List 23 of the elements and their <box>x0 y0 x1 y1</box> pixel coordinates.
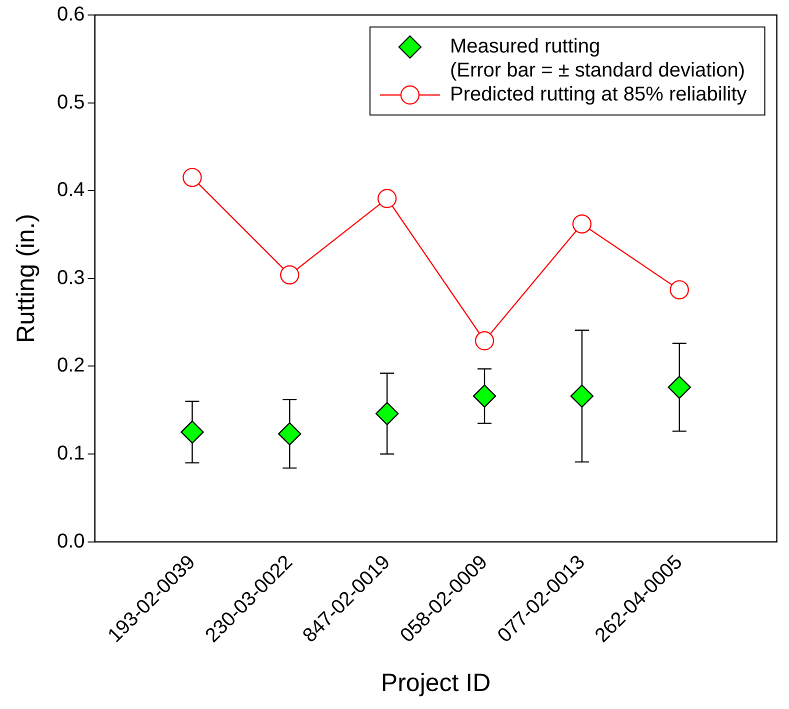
point <box>670 280 689 300</box>
point <box>570 384 594 408</box>
x-axis-title: Project ID <box>380 668 491 697</box>
y-tick-label: 0.1 <box>56 442 85 465</box>
legend-label: Measured rutting (Error bar = ± standard deviation) <box>450 36 745 82</box>
y-tick-label: 0.4 <box>56 179 85 202</box>
point <box>180 420 204 444</box>
y-tick-label: 0.5 <box>56 91 85 114</box>
y-tick-label: 0.3 <box>56 266 85 289</box>
point <box>182 168 202 188</box>
y-axis-title: Rutting (in.) <box>12 214 40 344</box>
y-tick-label: 0.6 <box>56 4 85 26</box>
point <box>377 188 397 208</box>
point <box>572 214 592 234</box>
y-tick-label: 0.2 <box>56 354 85 377</box>
legend-label: Predicted rutting at 85% reliability <box>450 84 747 106</box>
point <box>375 402 399 426</box>
point <box>472 384 496 408</box>
point <box>668 376 691 399</box>
point <box>280 265 300 284</box>
point <box>278 422 302 446</box>
y-tick-label: 0.0 <box>56 530 85 552</box>
point <box>474 331 494 350</box>
